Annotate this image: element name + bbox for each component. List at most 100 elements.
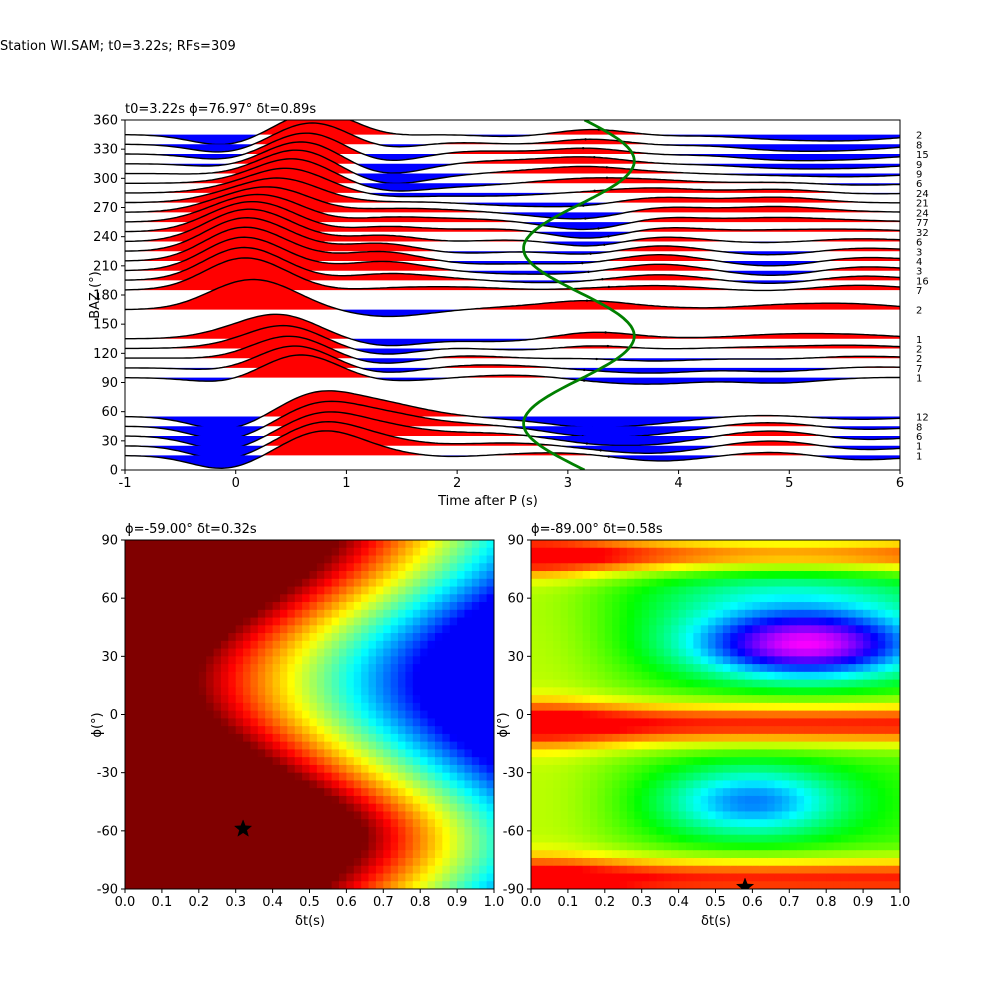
heatmap-cell	[745, 726, 753, 735]
heatmap-cell	[833, 757, 842, 766]
heatmap-cell	[139, 757, 148, 766]
heatmap-cell	[139, 795, 148, 805]
heatmap-cell	[863, 702, 872, 712]
heatmap-cell	[272, 795, 281, 805]
heatmap-cell	[324, 780, 333, 789]
heatmap-cell	[250, 873, 259, 882]
heatmap-cell	[161, 640, 170, 650]
heatmap-cell	[265, 726, 274, 735]
heatmap-cell	[375, 873, 384, 882]
heatmap-cell	[294, 555, 303, 564]
heatmap-cell	[545, 733, 554, 743]
trace-line	[125, 345, 900, 374]
heatmap-cell	[582, 741, 591, 750]
heatmap-cell	[398, 648, 407, 657]
heatmap-cell	[538, 780, 547, 789]
y-tick-label: 180	[93, 289, 118, 304]
heatmap-cell	[855, 795, 864, 805]
heatmap-cell	[604, 594, 613, 603]
heatmap-cell	[427, 540, 436, 549]
heatmap-cell	[796, 625, 805, 634]
heatmap-cell	[331, 733, 340, 743]
heatmap-cell	[398, 555, 407, 564]
heatmap-cell	[412, 842, 421, 851]
heatmap-cell	[331, 842, 340, 851]
heatmap-cell	[161, 702, 170, 712]
heatmap-cell	[220, 563, 229, 572]
heatmap-cell	[206, 540, 215, 549]
heatmap-cell	[685, 571, 694, 580]
heatmap-cell	[147, 571, 156, 580]
heatmap-cell	[471, 741, 480, 750]
heatmap-cell	[700, 602, 709, 611]
heatmap-cell	[375, 881, 384, 889]
heatmap-cell	[619, 772, 628, 782]
heatmap-cell	[848, 834, 857, 844]
heatmap-cell	[730, 687, 739, 696]
heatmap-cell	[243, 764, 252, 774]
heatmap-cell	[575, 679, 584, 688]
heatmap-cell	[442, 640, 451, 650]
heatmap-cell	[663, 718, 672, 727]
heatmap-cell	[353, 586, 362, 595]
heatmap-cell	[781, 865, 790, 875]
heatmap-cell	[368, 757, 377, 766]
heatmap-cell	[220, 788, 229, 797]
heatmap-cell	[804, 811, 813, 820]
heatmap-cell	[567, 617, 576, 626]
heatmap-cell	[870, 586, 879, 595]
heatmap-cell	[427, 803, 436, 813]
heatmap-cell	[612, 540, 621, 549]
heatmap-cell	[626, 617, 635, 626]
x-tick-label: 0.5	[705, 895, 726, 910]
heatmap-cell	[804, 695, 813, 704]
heatmap-cell	[294, 857, 303, 867]
heatmap-cell	[767, 679, 776, 688]
heatmap-cell	[420, 881, 429, 889]
heatmap-cell	[184, 764, 193, 774]
heatmap-cell	[383, 881, 392, 889]
heatmap-cell	[855, 555, 864, 564]
heatmap-cell	[855, 540, 864, 549]
y-tick-label: 0	[516, 708, 524, 723]
heatmap-cell	[302, 648, 311, 657]
y-tick-label: 30	[101, 650, 118, 665]
heatmap-cell	[892, 602, 900, 611]
heatmap-cell	[169, 664, 178, 673]
heatmap-cell	[575, 625, 584, 634]
heatmap-cell	[575, 594, 584, 603]
heatmap-cell	[368, 625, 377, 634]
heatmap-cell	[161, 733, 170, 743]
heatmap-cell	[582, 710, 591, 719]
heatmap-cell	[464, 842, 473, 851]
heatmap-cell	[161, 664, 170, 673]
heatmap-cell	[316, 857, 325, 867]
heatmap-cell	[383, 664, 392, 673]
trace-pick	[582, 379, 586, 382]
heatmap-cell	[597, 757, 606, 766]
heatmap-cell	[774, 609, 783, 619]
heatmap-cell	[553, 602, 562, 611]
heatmap-cell	[678, 795, 687, 805]
heatmap-cell	[309, 772, 318, 782]
heatmap-cell	[789, 772, 798, 782]
heatmap-cell	[604, 687, 613, 696]
heatmap-cell	[420, 857, 429, 867]
heatmap-cell	[641, 881, 650, 889]
heatmap-cell	[818, 702, 827, 712]
heatmap-cell	[560, 718, 569, 727]
heatmap-cell	[339, 772, 347, 782]
heatmap-cell	[161, 679, 170, 688]
heatmap-cell	[811, 780, 820, 789]
heatmap-cell	[169, 602, 178, 611]
heatmap-cell	[649, 718, 658, 727]
heatmap-cell	[398, 617, 407, 626]
heatmap-cell	[789, 718, 798, 727]
heatmap-cell	[390, 881, 399, 889]
heatmap-cell	[235, 733, 244, 743]
heatmap-cell	[774, 850, 783, 859]
heatmap-cell	[840, 757, 849, 766]
heatmap-cell	[885, 819, 894, 828]
heatmap-cell	[228, 718, 237, 727]
heatmap-cell	[405, 788, 414, 797]
